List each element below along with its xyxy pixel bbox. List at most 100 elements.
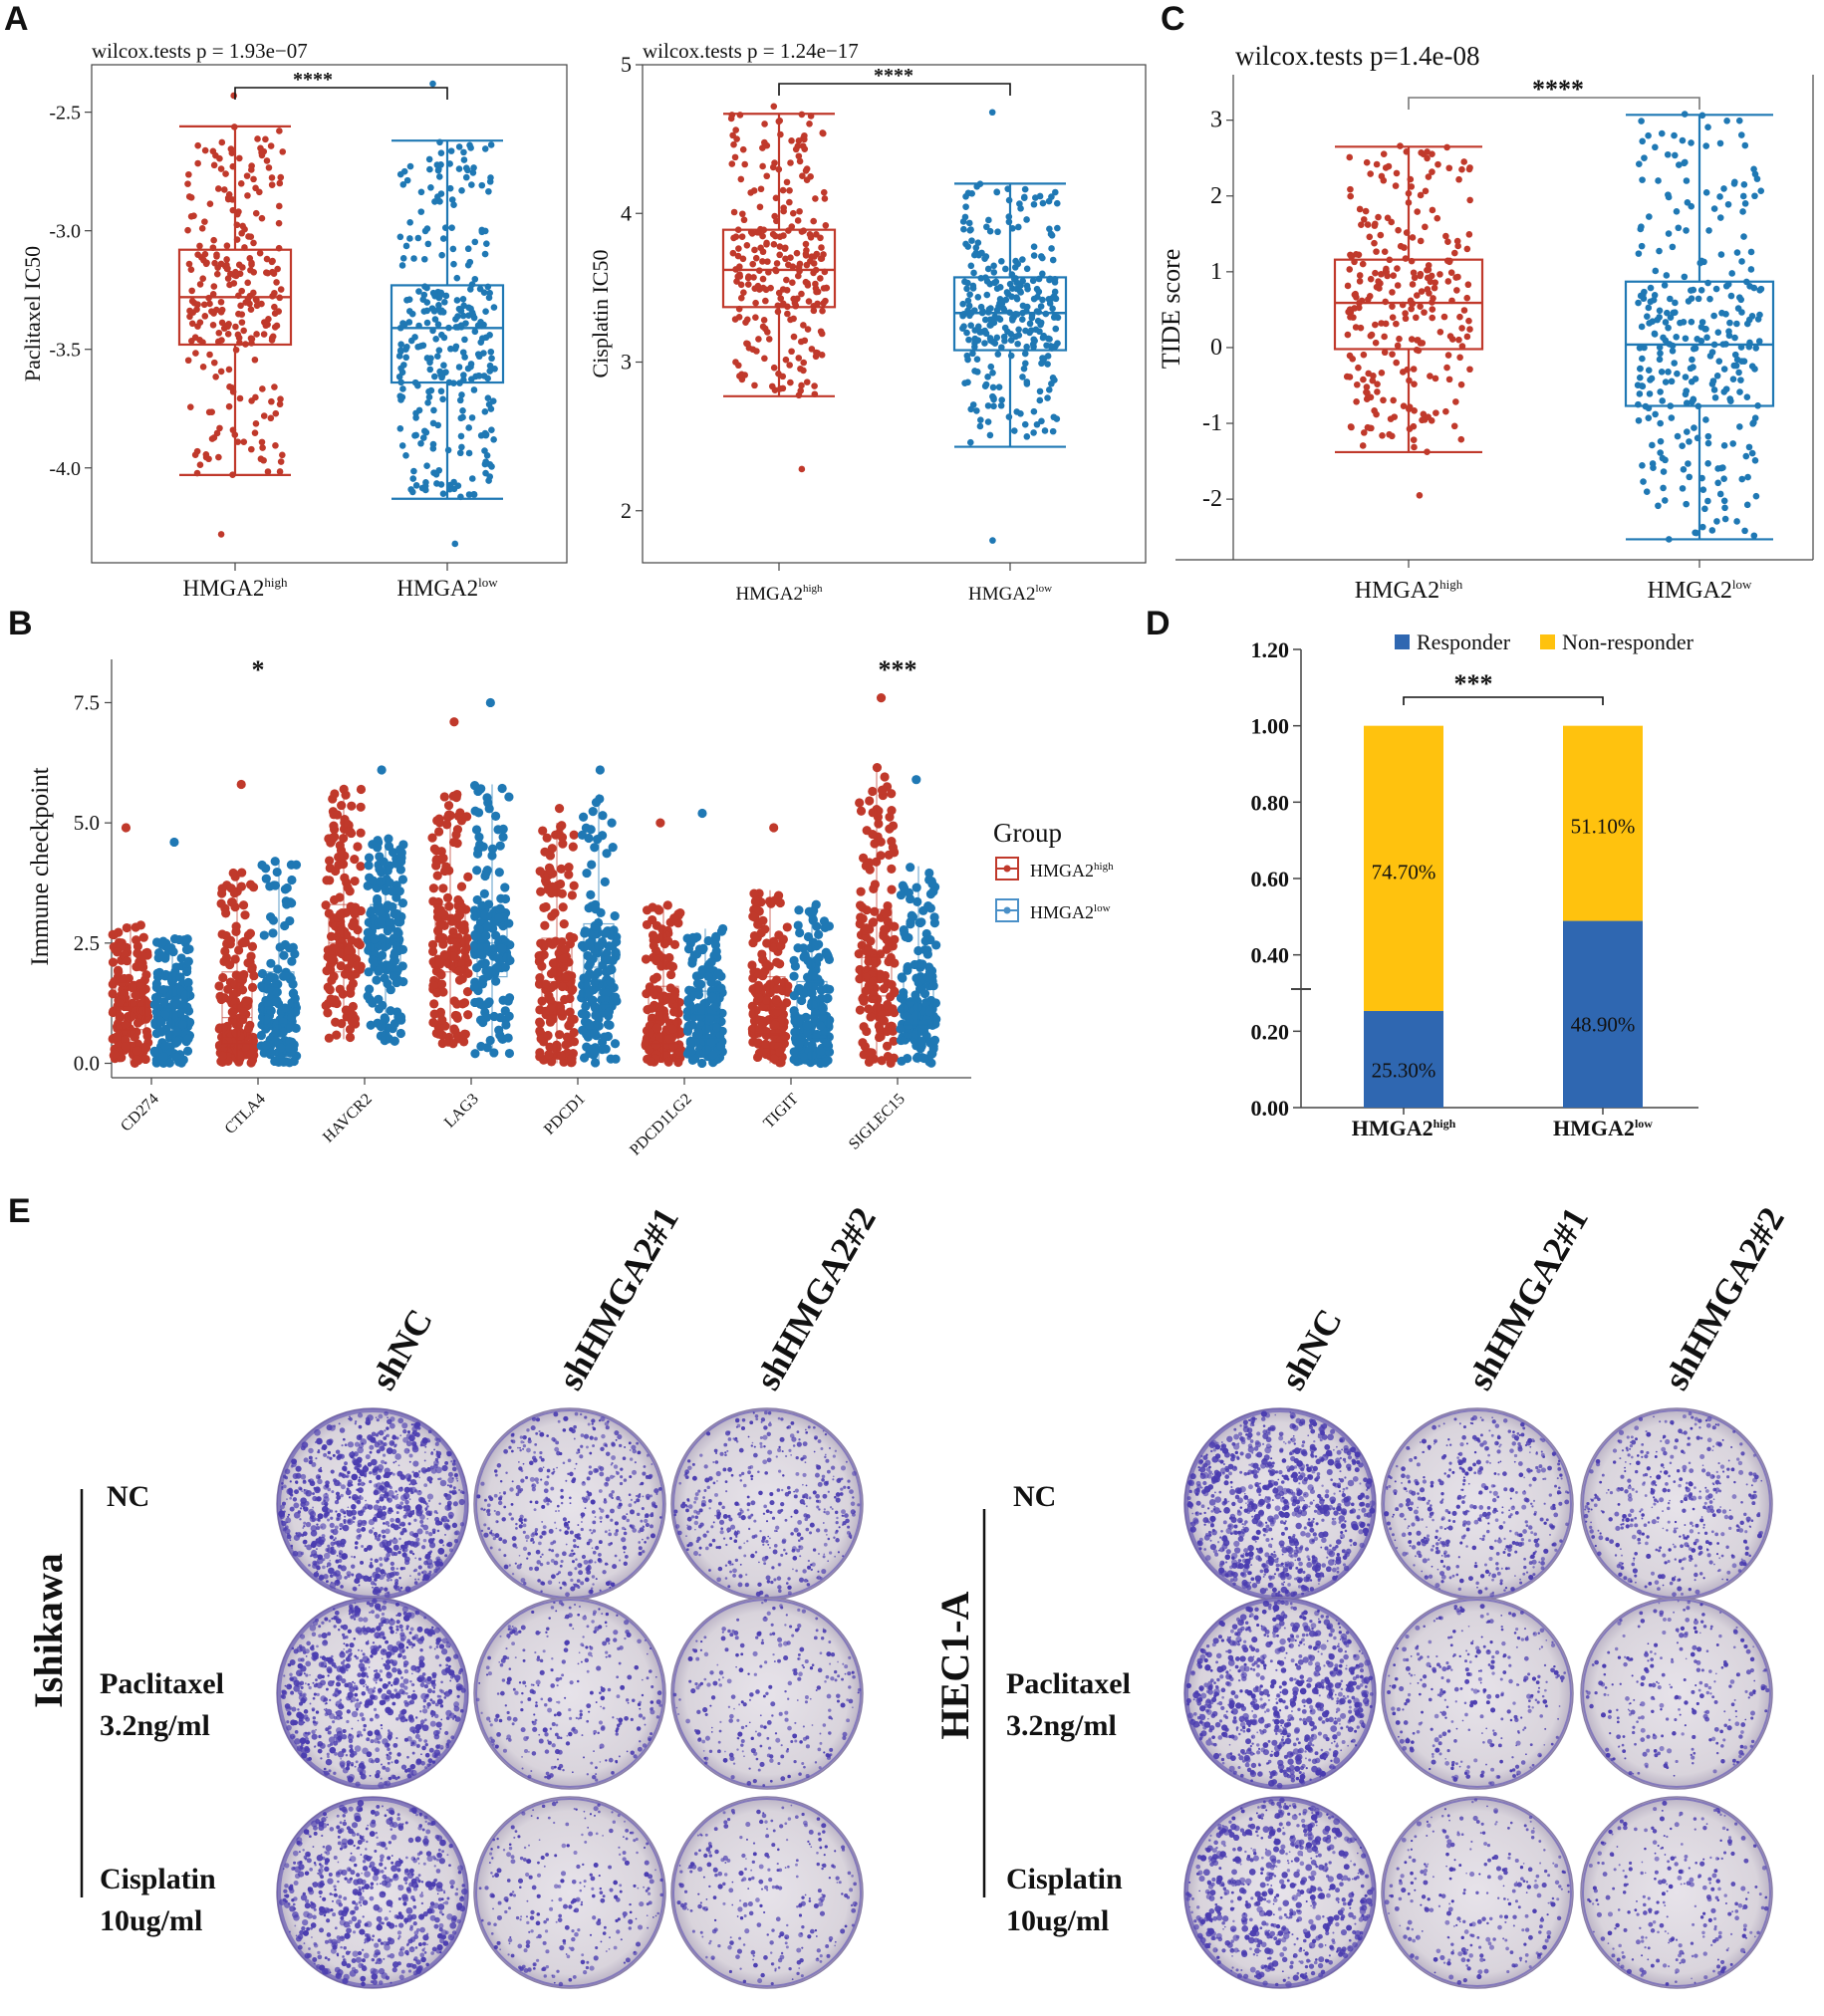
data-point	[1411, 274, 1419, 282]
x-tick-label-low: HMGA2low	[1648, 577, 1752, 604]
data-point	[789, 279, 796, 287]
data-point	[108, 929, 118, 939]
y-tick-label: -2	[1202, 486, 1222, 512]
data-point	[397, 875, 408, 884]
data-point	[1717, 251, 1725, 258]
data-point	[1729, 440, 1736, 447]
data-point	[535, 1048, 545, 1058]
data-point	[862, 1026, 872, 1037]
data-point	[1456, 354, 1463, 362]
data-point	[268, 258, 276, 266]
data-point	[990, 402, 997, 410]
data-point	[322, 876, 332, 885]
data-point	[474, 924, 484, 934]
colony	[382, 1453, 387, 1457]
data-point	[1375, 278, 1382, 285]
data-point	[1745, 443, 1753, 451]
data-point	[190, 212, 197, 219]
data-point	[403, 343, 410, 351]
data-point	[272, 442, 279, 449]
data-point	[1043, 342, 1050, 350]
data-point	[426, 366, 434, 374]
data-point	[1721, 515, 1729, 523]
data-point	[984, 402, 992, 409]
data-point	[1704, 497, 1711, 505]
data-point	[1372, 269, 1379, 277]
data-point	[996, 284, 1004, 291]
data-point	[487, 348, 495, 356]
data-point	[194, 141, 201, 149]
data-point	[457, 414, 465, 422]
data-point	[1424, 286, 1432, 293]
data-point	[733, 278, 740, 285]
data-point	[596, 907, 606, 917]
data-point	[730, 208, 738, 216]
colony	[342, 1437, 346, 1441]
data-point	[1030, 295, 1038, 303]
data-point	[773, 260, 781, 267]
data-point	[481, 250, 489, 258]
data-point	[434, 353, 441, 360]
data-point	[279, 950, 289, 960]
data-point	[739, 210, 746, 218]
data-point	[912, 882, 921, 892]
data-point	[704, 1013, 715, 1023]
data-point	[149, 1047, 159, 1057]
data-point	[1413, 314, 1420, 322]
data-point	[225, 366, 233, 374]
colony	[349, 1417, 353, 1421]
data-point	[406, 162, 414, 170]
data-point	[344, 945, 354, 956]
data-point	[1394, 342, 1402, 350]
data-point	[1011, 264, 1019, 271]
data-point	[237, 868, 247, 878]
data-point	[194, 301, 201, 309]
data-point	[1661, 497, 1669, 504]
data-point	[209, 322, 217, 329]
data-point	[590, 843, 600, 853]
data-point	[1005, 213, 1013, 220]
data-point	[692, 978, 702, 989]
data-point	[687, 958, 697, 968]
data-point	[493, 953, 503, 963]
data-point	[449, 245, 457, 253]
data-point	[1378, 270, 1385, 278]
data-point	[1738, 258, 1745, 265]
colony	[424, 1445, 427, 1448]
colony	[446, 1542, 450, 1547]
data-point	[1393, 169, 1401, 177]
data-point	[1704, 124, 1711, 131]
data-point	[1747, 248, 1755, 256]
data-point	[375, 906, 385, 916]
data-point	[930, 998, 940, 1008]
data-point	[227, 897, 237, 907]
data-point	[417, 343, 424, 350]
data-point	[1715, 358, 1723, 365]
data-point	[258, 300, 265, 308]
colony	[424, 1530, 429, 1535]
data-point	[398, 840, 408, 850]
data-point	[495, 841, 505, 851]
jitter-points-high	[184, 92, 287, 538]
data-point	[611, 1054, 621, 1064]
data-point	[1019, 374, 1026, 380]
colony	[351, 1503, 357, 1510]
data-point	[1427, 373, 1433, 379]
data-point	[337, 937, 348, 947]
data-point	[1655, 177, 1662, 184]
data-point	[805, 298, 813, 305]
data-point	[1389, 351, 1396, 358]
legend-label-responder: Responder	[1417, 630, 1511, 654]
data-point	[998, 396, 1006, 403]
colony	[428, 1532, 433, 1537]
data-point	[963, 285, 970, 293]
data-point	[398, 393, 406, 401]
data-point	[462, 812, 472, 822]
y-tick-label: -1	[1202, 410, 1222, 436]
data-point	[226, 281, 233, 289]
data-point	[227, 145, 235, 152]
data-point	[187, 194, 195, 201]
data-point	[116, 1011, 126, 1022]
data-point	[1355, 364, 1362, 372]
data-point	[1380, 150, 1388, 157]
